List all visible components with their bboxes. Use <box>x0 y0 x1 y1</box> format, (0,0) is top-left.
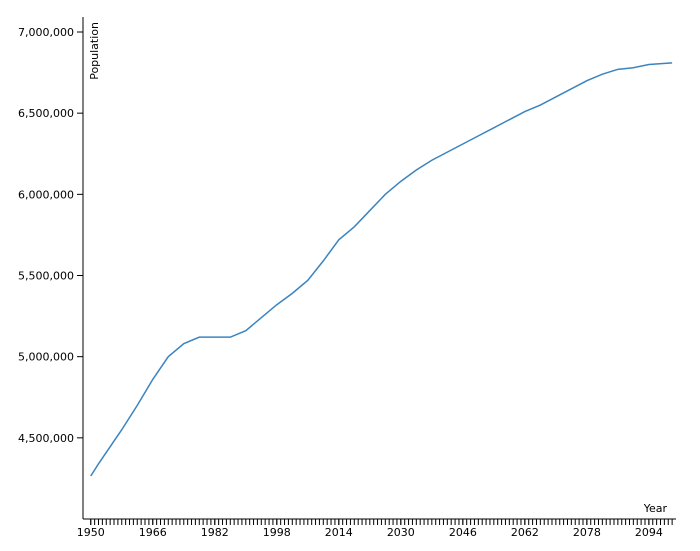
y-tick-label: 7,000,000 <box>18 26 74 39</box>
x-tick-label: 2078 <box>573 526 601 539</box>
y-tick-label: 6,500,000 <box>18 107 74 120</box>
x-axis-label: Year <box>643 502 668 515</box>
y-tick-label: 5,500,000 <box>18 270 74 283</box>
y-tick-label: 6,000,000 <box>18 188 74 201</box>
y-tick-label: 4,500,000 <box>18 432 74 445</box>
x-tick-label: 2014 <box>325 526 353 539</box>
x-tick-label: 2046 <box>449 526 477 539</box>
x-tick-label: 2030 <box>387 526 415 539</box>
x-tick-label: 1998 <box>263 526 291 539</box>
x-tick-label: 2094 <box>635 526 663 539</box>
x-tick-label: 1966 <box>139 526 167 539</box>
data-line <box>90 62 673 477</box>
y-tick-label: 5,000,000 <box>18 351 74 364</box>
y-axis-label: Population <box>88 22 101 80</box>
x-tick-label: 1950 <box>77 526 105 539</box>
x-tick-label: 2062 <box>511 526 539 539</box>
x-tick-label: 1982 <box>201 526 229 539</box>
